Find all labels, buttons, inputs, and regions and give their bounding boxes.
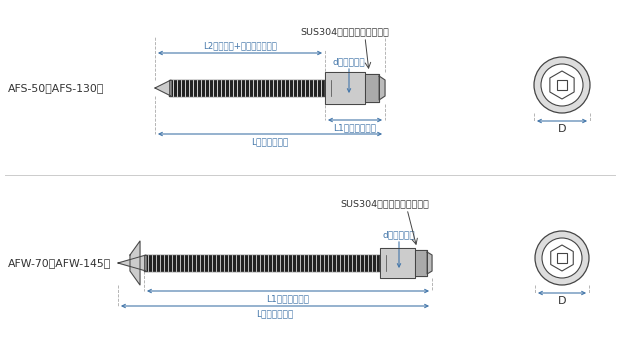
Text: SUS304シール材ネオプレン: SUS304シール材ネオプレン xyxy=(340,199,430,208)
Polygon shape xyxy=(155,80,171,96)
Text: SUS304シール材ネオプレン: SUS304シール材ネオプレン xyxy=(301,27,389,36)
Polygon shape xyxy=(379,76,385,100)
Polygon shape xyxy=(169,80,325,96)
Text: L1（ネジ長さ）: L1（ネジ長さ） xyxy=(267,294,309,303)
Polygon shape xyxy=(557,253,567,263)
Text: d（ネジ径）: d（ネジ径） xyxy=(383,230,415,239)
Polygon shape xyxy=(380,248,415,278)
Polygon shape xyxy=(551,245,574,271)
Polygon shape xyxy=(415,250,427,276)
Polygon shape xyxy=(365,74,379,102)
Text: AFW-70～AFW-145用: AFW-70～AFW-145用 xyxy=(8,258,111,268)
Polygon shape xyxy=(144,255,380,271)
Text: d（ネジ径）: d（ネジ径） xyxy=(333,57,365,66)
Text: L（首下長さ）: L（首下長さ） xyxy=(251,137,289,146)
Text: AFS-50～AFS-130用: AFS-50～AFS-130用 xyxy=(8,83,104,93)
Polygon shape xyxy=(325,72,365,104)
Text: D: D xyxy=(558,124,566,134)
Text: L1（ネジ長さ）: L1（ネジ長さ） xyxy=(334,123,376,132)
Circle shape xyxy=(534,57,590,113)
Polygon shape xyxy=(550,71,574,99)
Text: D: D xyxy=(558,296,566,306)
Polygon shape xyxy=(427,252,432,274)
Circle shape xyxy=(535,231,589,285)
Polygon shape xyxy=(557,80,567,90)
Text: L（首下長さ）: L（首下長さ） xyxy=(257,309,294,318)
Circle shape xyxy=(542,238,582,278)
Circle shape xyxy=(541,64,583,106)
Polygon shape xyxy=(118,255,146,271)
Polygon shape xyxy=(130,241,140,285)
Text: L2（ドリル+不完全ネジ部）: L2（ドリル+不完全ネジ部） xyxy=(203,41,277,50)
